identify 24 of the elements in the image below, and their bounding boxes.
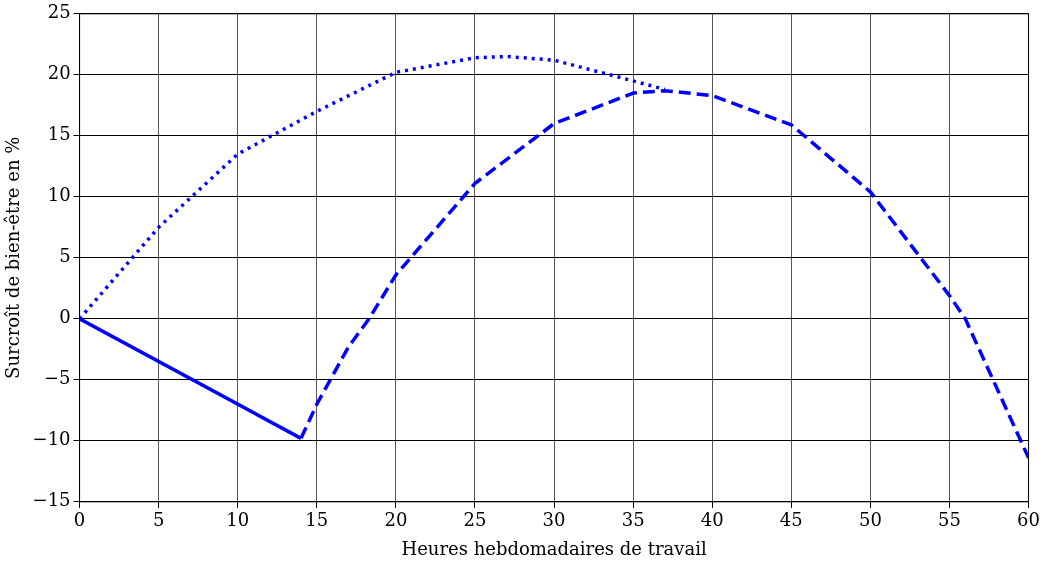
x-tick-label: 55 [938,509,961,531]
x-tick-label: 30 [542,509,566,531]
x-tick-label: 0 [73,509,86,531]
y-tick-label: 5 [59,245,71,267]
y-tick-label: 20 [47,62,71,84]
x-tick-label: 45 [779,509,803,531]
x-tick-label: 10 [226,509,250,531]
x-tick-label: 35 [621,509,645,531]
y-tick-label: 25 [47,1,71,23]
y-tick-label: −5 [44,367,71,389]
x-tick-label: 15 [305,509,329,531]
y-tick-label: 0 [59,306,71,328]
x-tick-label: 40 [700,509,724,531]
x-tick-label: 50 [858,509,882,531]
y-tick-label: 15 [47,123,71,145]
y-axis-title: Surcroît de bien-être en % [2,136,24,379]
x-tick-label: 25 [463,509,487,531]
x-tick-label: 60 [1017,509,1040,531]
x-axis-title: Heures hebdomadaires de travail [401,537,707,559]
x-tick-label: 20 [384,509,408,531]
y-tick-label: 10 [47,184,71,206]
y-tick-label: −15 [32,489,71,511]
x-tick-label: 5 [152,509,165,531]
y-tick-label: −10 [32,428,71,450]
